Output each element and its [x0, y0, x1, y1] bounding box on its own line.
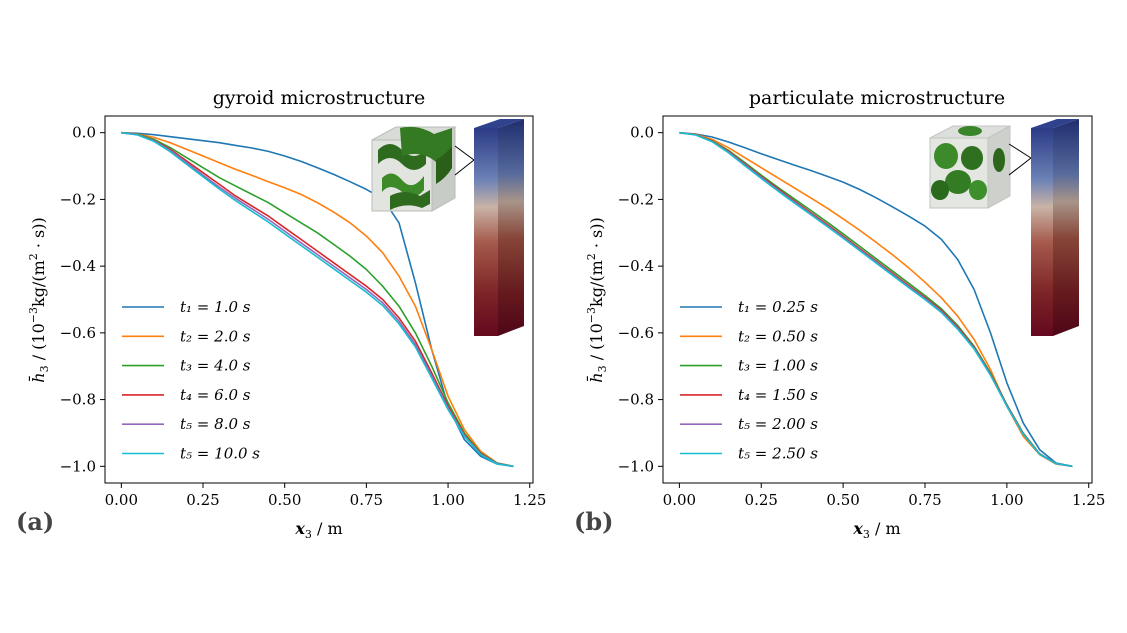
- legend: t₁ = 1.0 s t₂ = 2.0 s t₃ = 4.0 s t₄ = 6.0 s…: [122, 298, 260, 463]
- y-tick-label: −0.2: [60, 190, 96, 208]
- series-lines: [679, 131, 1073, 468]
- legend-entry: t₃ = 1.00 s: [738, 357, 818, 375]
- temperature-column-illustration: [474, 119, 524, 336]
- series-line-1: [679, 131, 1073, 468]
- y-tick-label: 0.0: [72, 124, 96, 142]
- x-tick-label: 0.50: [826, 491, 859, 509]
- y-tick-label: −0.6: [618, 324, 654, 342]
- x-tick-label: 0.75: [908, 491, 941, 509]
- legend-entry: t₂ = 0.50 s: [738, 327, 818, 345]
- x-axis-label: x3 / m: [852, 519, 900, 541]
- panel-label: (a): [16, 507, 54, 536]
- x-tick-label: 1.25: [513, 491, 546, 509]
- panel-b: particulate microstructure 0.00 0.25 0.50 0…: [574, 87, 1105, 541]
- y-tick-label: −0.4: [618, 257, 654, 275]
- temperature-column-illustration: [1031, 119, 1079, 336]
- y-tick-label: −0.2: [618, 190, 654, 208]
- y-tick-label: −0.8: [60, 391, 96, 409]
- legend-entry: t₃ = 4.0 s: [180, 357, 251, 375]
- series-line-3: [121, 131, 514, 468]
- gyroid-cube-illustration: [371, 126, 475, 212]
- y-axis-label: h̄3 / (10−3kg/(m2 · s)): [585, 217, 609, 382]
- x-tick-label: 0.00: [105, 491, 138, 509]
- y-axis-label: h̄3 / (10−3kg/(m2 · s)): [27, 217, 51, 382]
- y-tick-label: −1.0: [60, 457, 96, 475]
- x-tick-label: 1.00: [990, 491, 1023, 509]
- x-tick-label: 1.25: [1072, 491, 1105, 509]
- x-tick-label: 0.00: [663, 491, 696, 509]
- legend: t₁ = 0.25 s t₂ = 0.50 s t₃ = 1.00 s t₄ = 1.…: [680, 298, 818, 463]
- series-line-6: [679, 131, 1073, 468]
- legend-entry: t₁ = 1.0 s: [180, 298, 251, 316]
- panel-label: (b): [574, 507, 614, 536]
- axis-ticks: 0.00 0.25 0.50 0.75 1.00 1.25 0.0 −0.2 −0.4 −0.6 −…: [618, 124, 1106, 509]
- panel-a: gyroid microstructure 0.00 0.25 0.50 0.75 1.…: [16, 87, 546, 541]
- legend-entry: t₅ = 2.00 s: [738, 415, 818, 433]
- x-tick-label: 0.50: [268, 491, 301, 509]
- x-axis-label: x3 / m: [294, 519, 342, 541]
- axis-ticks: 0.00 0.25 0.50 0.75 1.00 1.25 0.0 −0.2 −0.4 −0.6 −…: [60, 124, 547, 509]
- y-tick-label: −0.6: [60, 324, 96, 342]
- x-tick-label: 0.75: [350, 491, 383, 509]
- x-tick-label: 0.25: [186, 491, 219, 509]
- series-line-2: [121, 131, 514, 468]
- legend-entry: t₂ = 2.0 s: [180, 327, 251, 345]
- legend-entry: t₄ = 1.50 s: [738, 386, 818, 404]
- legend-entry: t₅ = 8.0 s: [180, 415, 251, 433]
- y-tick-label: −0.4: [60, 257, 96, 275]
- x-tick-label: 1.00: [431, 491, 464, 509]
- series-line-6: [121, 131, 514, 468]
- y-tick-label: 0.0: [630, 124, 654, 142]
- legend-entry: t₁ = 0.25 s: [738, 298, 818, 316]
- legend-entry: t₅ = 2.50 s: [738, 445, 818, 463]
- y-tick-label: −1.0: [618, 457, 654, 475]
- particulate-cube-illustration: [929, 125, 1032, 209]
- legend-entry: t₄ = 6.0 s: [180, 386, 251, 404]
- y-tick-label: −0.8: [618, 391, 654, 409]
- chart-title: gyroid microstructure: [213, 87, 426, 109]
- plot-frame: [662, 115, 1093, 484]
- series-lines: [121, 131, 514, 468]
- legend-entry: t₅ = 10.0 s: [180, 445, 260, 463]
- x-tick-label: 0.25: [745, 491, 778, 509]
- chart-title: particulate microstructure: [749, 87, 1005, 109]
- plot-frame: [104, 115, 534, 484]
